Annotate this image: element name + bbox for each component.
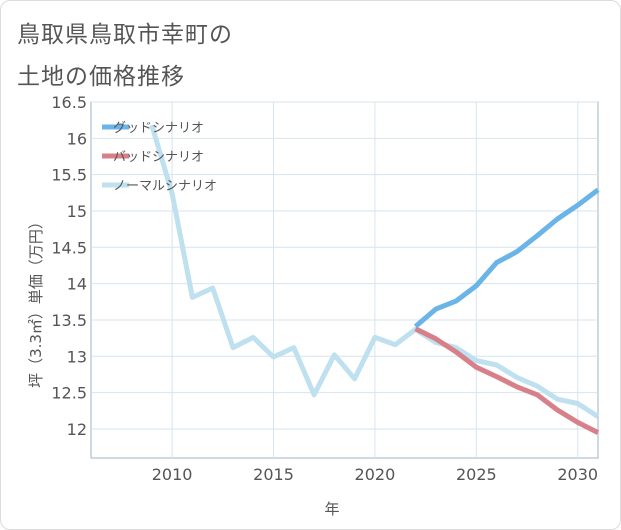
x-tick-label: 2025: [456, 465, 497, 484]
y-tick-label: 16.5: [51, 93, 87, 112]
series-line-0: [413, 187, 600, 329]
legend-label: バッドシナリオ: [113, 150, 204, 165]
x-axis-label: 年: [324, 500, 339, 518]
y-tick-label: 12: [67, 420, 87, 439]
y-tick-label: 15: [67, 202, 87, 221]
y-tick-label: 13.5: [51, 311, 87, 330]
series-line-1: [414, 326, 600, 435]
x-axis-ticks: 2010 2015 2020 2025 2030: [152, 465, 598, 484]
x-tick-label: 2015: [253, 465, 294, 484]
legend-label: グッドシナリオ: [113, 121, 204, 136]
y-tick-label: 12.5: [51, 384, 87, 403]
x-tick-label: 2030: [557, 465, 598, 484]
series-lines: [149, 124, 600, 435]
series-line-2: [149, 124, 600, 419]
plot-area: [90, 101, 599, 459]
chart-title-line-2: 土地の価格推移: [17, 64, 185, 90]
y-axis-ticks: 12 12.5 13 13.5 14 14.5 15 15.5 16 16.5: [51, 93, 87, 439]
y-axis-label: 坪（3.3㎡）単価（万円）: [27, 214, 45, 388]
y-tick-label: 15.5: [51, 166, 87, 185]
y-tick-label: 14.5: [51, 238, 87, 257]
y-tick-label: 13: [67, 347, 87, 366]
x-tick-label: 2020: [355, 465, 396, 484]
y-tick-label: 14: [67, 275, 87, 294]
y-tick-label: 16: [67, 129, 87, 148]
legend-label: ノーマルシナリオ: [113, 179, 217, 194]
grid-lines: [91, 101, 598, 458]
x-tick-label: 2010: [152, 465, 193, 484]
chart-title-line-1: 鳥取県鳥取市幸町の: [17, 22, 233, 48]
